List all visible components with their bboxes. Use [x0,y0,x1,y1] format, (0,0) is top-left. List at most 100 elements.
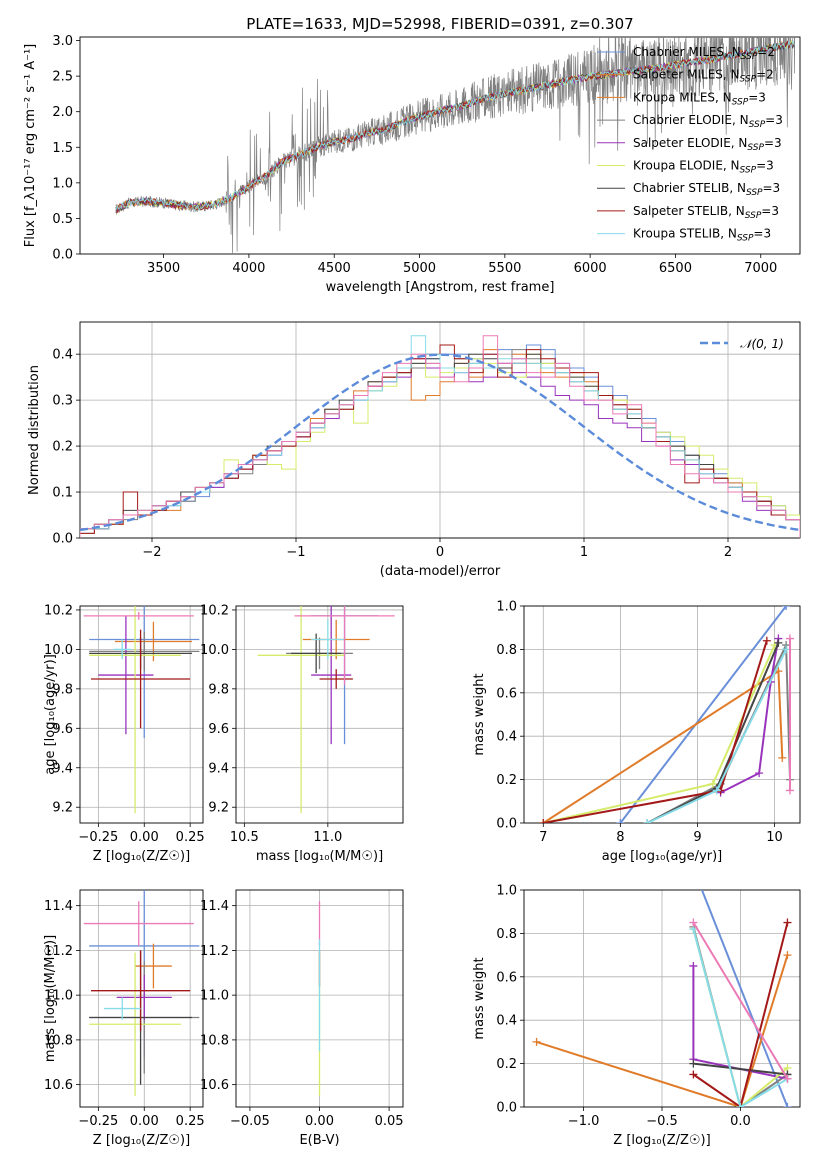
weight-marker-sm [778,753,787,762]
x-tick-label: −1.0 [568,1114,600,1129]
weight-marker-ks [712,786,721,795]
legend-entry: Salpeter ELODIE, NSSP=3 [633,136,782,153]
y-axis-label: mass weight [472,673,487,755]
x-tick-label: 0.00 [130,830,159,845]
y-tick-label: 11.0 [44,989,73,1004]
weight-marker-extra [785,634,794,643]
x-axis-label: wavelength [Angstrom, rest frame] [326,280,555,295]
axes-frame [79,889,204,1108]
weight-marker-ss [539,819,548,823]
y-tick-label: 1.0 [496,884,517,899]
y-tick-label: 11.2 [44,944,73,959]
legend-entry: Salpeter MILES, NSSP=2 [633,68,774,85]
y-tick-label: 1.0 [496,600,517,615]
weight-line-cm [619,606,787,823]
x-tick-label: 0.25 [176,830,205,845]
weight-line-ks [692,928,789,1107]
x-tick-label: 0.25 [176,1114,205,1129]
weight-marker-ke [708,779,717,788]
spectrum-plot [115,37,796,254]
y-tick-label: 0.0 [496,1101,517,1116]
x-tick-label: −0.5 [646,1114,678,1129]
y-axis-label: mass [log₁₀(M/M☉)] [43,935,58,1062]
legend-entry: Chabrier STELIB, NSSP=3 [633,181,780,198]
y-tick-label: 0.5 [52,212,73,227]
y-tick-label: 10.0 [200,643,229,658]
histogram-extra [80,335,800,538]
y-tick-label: 2.5 [52,70,73,85]
normal-curve [80,353,800,532]
axes-frame [79,605,204,824]
weight-marker-sm [783,951,792,960]
y-tick-label: 1.5 [52,141,73,156]
weight-marker-ks [643,819,652,823]
x-tick-label: 0.0 [730,1114,751,1129]
x-tick-label: 5500 [488,261,521,276]
x-tick-label: 1 [580,545,588,560]
histograms [80,335,800,538]
y-tick-label: 11.4 [200,899,229,914]
x-tick-label: 6500 [659,261,692,276]
weight-marker-ss [689,1070,698,1079]
x-tick-label: 10.5 [230,830,259,845]
weight-lines [539,606,794,823]
y-tick-label: 0.1 [52,486,73,501]
weight-marker-cm [689,864,697,872]
y-tick-label: 0.4 [496,1014,517,1029]
y-tick-label: 9.4 [52,761,73,776]
y-tick-label: 0.4 [52,348,73,363]
y-tick-label: 0.0 [52,532,73,547]
legend-entry: Chabrier ELODIE, NSSP=3 [633,113,783,130]
x-tick-label: 0.05 [375,1114,404,1129]
weight-marker-cm [783,1103,792,1107]
x-tick-label: −2 [142,545,161,560]
chart-title: PLATE=1633, MJD=52998, FIBERID=0391, z=0… [246,15,633,33]
x-axis-label: Z [log₁₀(Z/Z☉)] [613,1133,710,1148]
weight-line-se [720,638,780,794]
error-bars [83,890,200,1096]
y-tick-label: 1.0 [52,176,73,191]
weight-line-ss [543,640,768,823]
weight-line-ss [692,922,789,1107]
y-tick-label: 0.3 [52,394,73,409]
observed-spectrum [115,37,796,254]
weight-marker-cm [616,819,625,823]
y-tick-label: 0.6 [496,970,517,985]
y-tick-label: 0.2 [496,773,517,788]
weight-line-ce [646,644,791,823]
y-tick-label: 9.4 [208,761,229,776]
x-axis-label: Z [log₁₀(Z/Z☉)] [93,1133,190,1148]
weight-marker-ss [762,636,771,645]
y-tick-label: 9.6 [52,722,73,737]
x-tick-label: −0.05 [230,1114,270,1129]
y-tick-label: 0.8 [496,927,517,942]
legend-entry: Kroupa MILES, NSSP=3 [633,90,766,107]
weight-marker-extra [785,786,794,795]
axes-frame [523,889,801,1108]
x-tick-label: 0.00 [130,1114,159,1129]
x-axis-label: Z [log₁₀(Z/Z☉)] [93,849,190,864]
y-tick-label: 0.2 [496,1057,517,1072]
x-tick-label: 11.0 [313,830,342,845]
legend-entry: Chabrier MILES, NSSP=2 [633,45,775,62]
legend: Chabrier MILES, NSSP=2 Salpeter MILES, NS… [597,45,783,244]
y-tick-label: 3.0 [52,34,73,49]
chart-spectrum: 3500 4000 4500 5000 5500 6000 6500 7000 0.0 0.5 1.… [23,15,801,295]
weight-lines [532,864,792,1107]
y-tick-label: 0.2 [52,440,73,455]
weight-marker-ks [782,645,791,654]
error-bars [257,606,395,814]
chart-weight-vs-z: −1.0 −0.5 0.0 0.0 0.2 0.4 0.6 0.8 1.0 Z [log₁₀(Z/… [472,864,801,1148]
y-tick-label: 10.2 [44,603,73,618]
x-tick-label: 4000 [232,261,265,276]
x-tick-label: −0.25 [78,830,118,845]
y-tick-label: 0.4 [496,730,517,745]
x-tick-label: −0.25 [78,1114,118,1129]
x-tick-label: 4500 [318,261,351,276]
legend-entry: Kroupa STELIB, NSSP=3 [633,227,771,244]
y-tick-label: 9.8 [52,682,73,697]
axes-frame [235,889,404,1108]
legend-entry: 𝒩(0, 1) [740,337,784,351]
y-tick-label: 0.0 [52,248,73,263]
